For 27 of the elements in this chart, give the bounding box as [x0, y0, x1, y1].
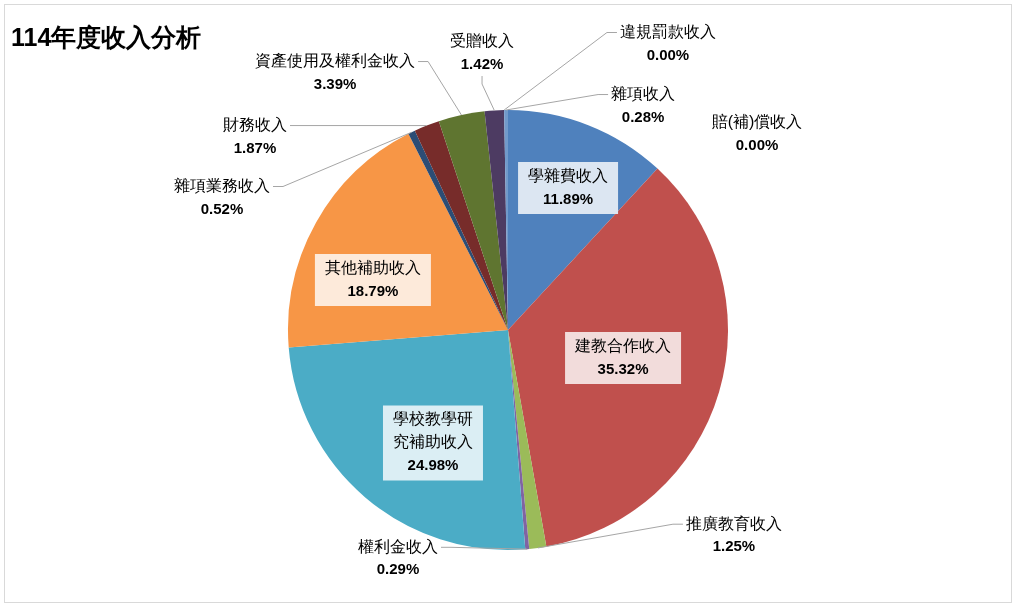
text: 0.00%	[646, 45, 690, 63]
slice-label: 雜項業務收入	[174, 176, 270, 194]
slice-label: 權利金收入	[358, 537, 438, 555]
slice-label: 推廣教育收入	[685, 514, 782, 532]
slice-label: 建教合作收入	[574, 336, 672, 354]
data-label: 11.89%	[543, 189, 594, 207]
data-label: 18.79%	[347, 281, 399, 299]
slice-label: 學雜費收入	[528, 167, 609, 185]
data-label: 0.29%	[376, 560, 420, 578]
slice-label: 受贈收入	[450, 31, 515, 49]
slice-label: 資產使用及權利金收入	[255, 51, 416, 69]
data-label: 3.39%	[313, 74, 357, 92]
slice-label: 財務收入	[223, 115, 287, 133]
data-label: 1.42%	[460, 54, 504, 72]
category-label: 賠(補)償收入	[711, 113, 803, 131]
slice-label: 學校教學研究補助收入	[392, 410, 473, 451]
data-label: 0.28%	[621, 107, 665, 125]
data-label: 24.98%	[407, 456, 459, 474]
text: 0.00%	[735, 135, 779, 153]
category-label: 違規罰款收入	[619, 22, 716, 40]
data-label: 1.87%	[233, 138, 277, 156]
slice-label: 其他補助收入	[324, 258, 421, 276]
data-label: 1.25%	[712, 537, 756, 555]
slice-label: 雜項收入	[611, 84, 676, 102]
chart-title: 114年度收入分析	[11, 23, 202, 51]
data-label: 0.52%	[200, 199, 244, 217]
data-label: 35.32%	[597, 359, 649, 377]
